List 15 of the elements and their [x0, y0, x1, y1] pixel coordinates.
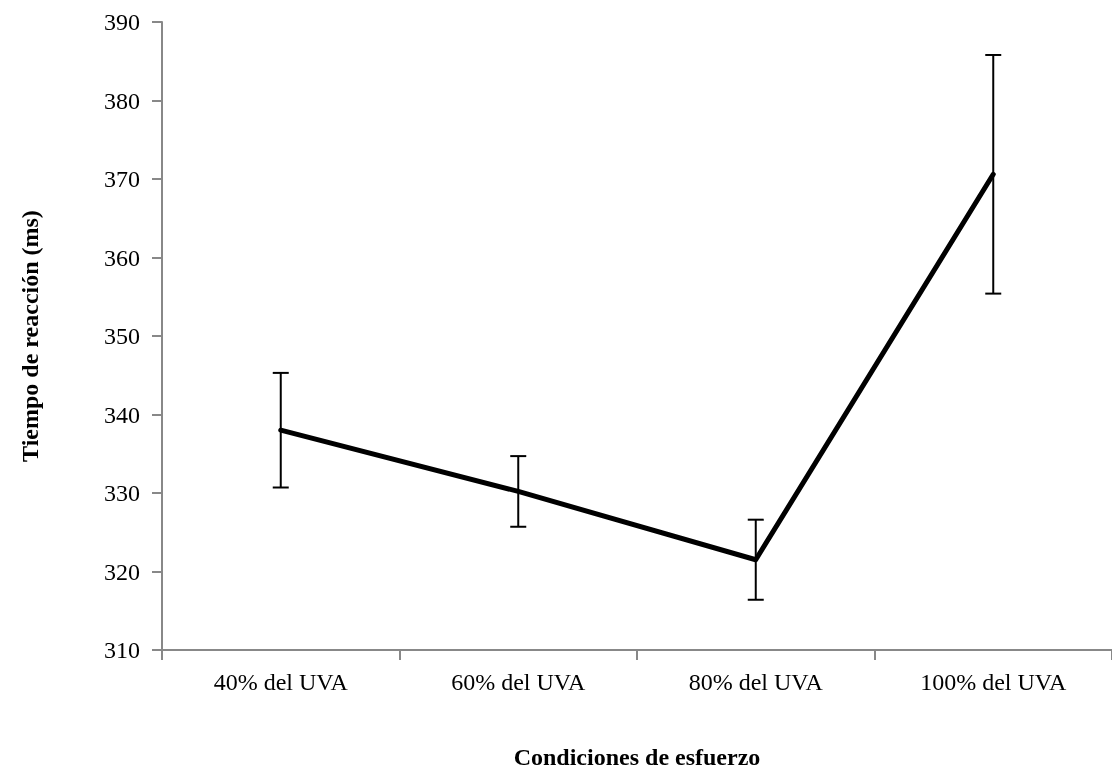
y-tick-label: 310 — [104, 637, 140, 663]
y-axis-title: Tiempo de reacción (ms) — [17, 210, 43, 462]
y-tick-label: 350 — [104, 323, 140, 349]
y-tick-label: 360 — [104, 244, 140, 271]
y-tick-label: 370 — [104, 166, 140, 192]
y-tick-label: 330 — [104, 480, 140, 506]
x-tick-label: 40% del UVA — [213, 669, 349, 695]
y-tick-label: 320 — [104, 558, 140, 585]
y-tick-label: 390 — [104, 9, 140, 35]
x-tick-label: 60% del UVA — [451, 669, 587, 695]
x-axis-title: Condiciones de esfuerzo — [513, 744, 761, 770]
x-tick-label: 100% del UVA — [920, 669, 1068, 695]
y-tick-label: 340 — [104, 401, 140, 428]
y-tick-label: 380 — [104, 87, 140, 114]
x-tick-label: 80% del UVA — [688, 669, 824, 695]
